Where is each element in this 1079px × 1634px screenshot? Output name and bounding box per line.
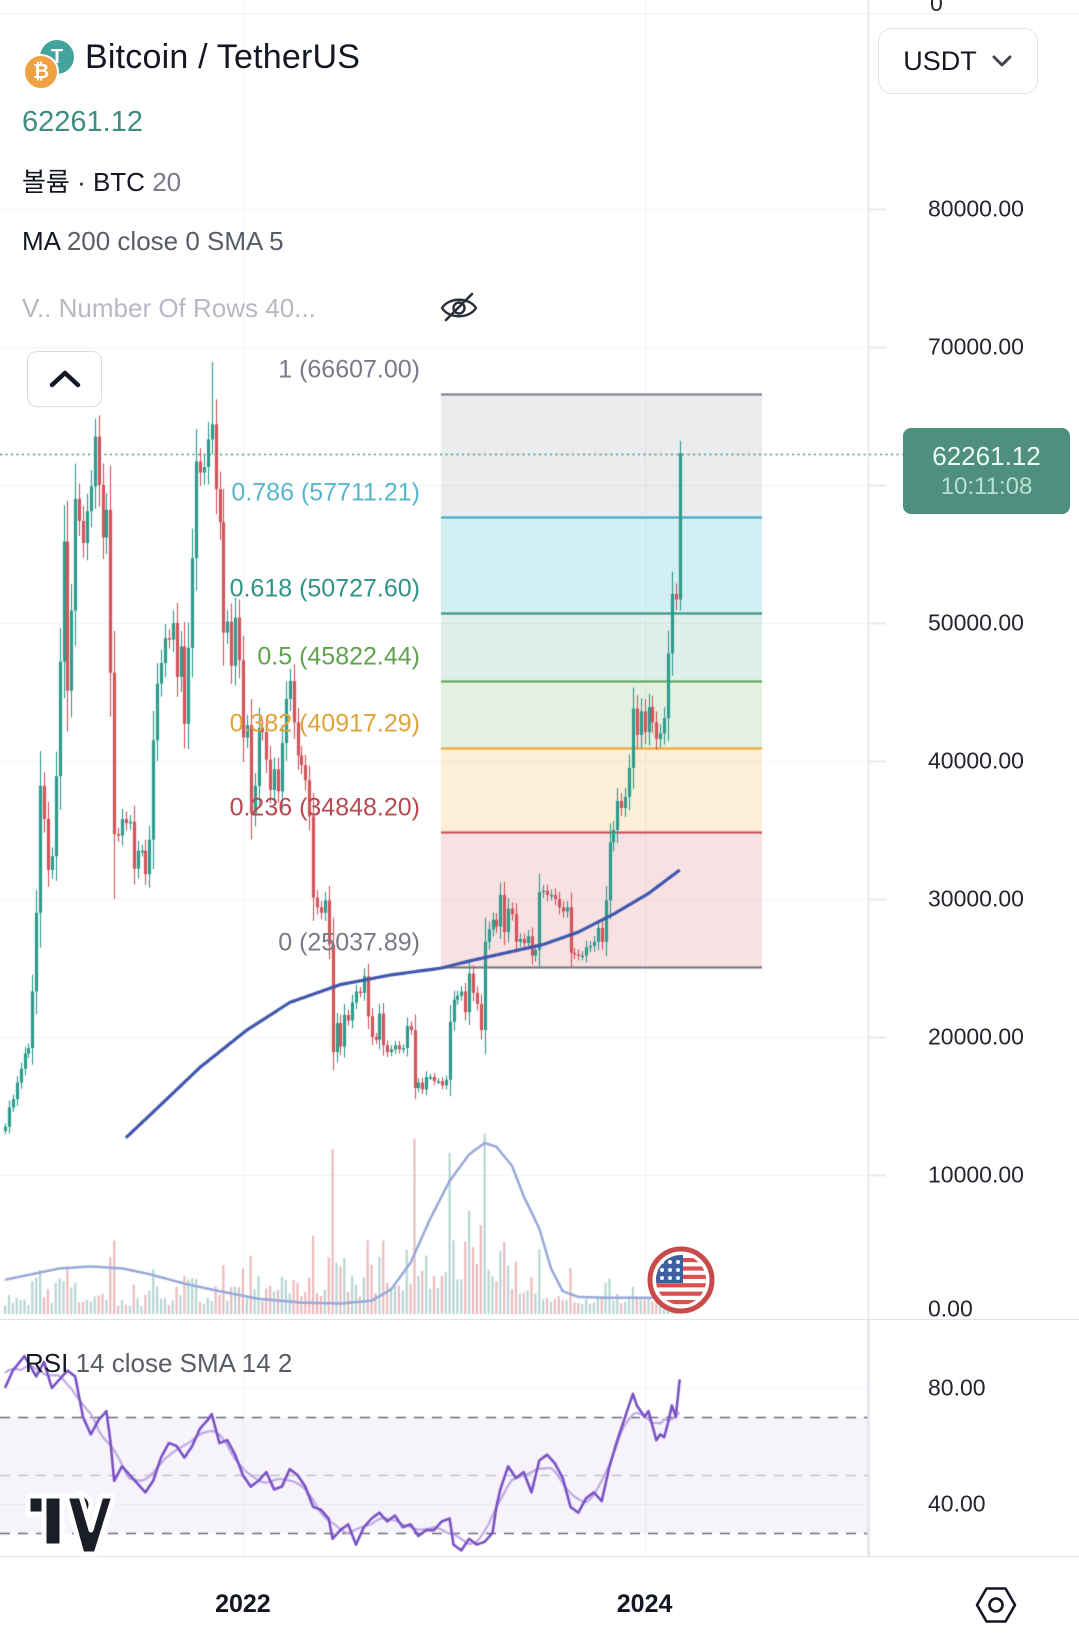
ma-indicator-label: MA bbox=[22, 226, 60, 256]
volume-indicator-label: 볼륨 · BTC bbox=[22, 167, 145, 197]
currency-dropdown[interactable]: USDT bbox=[878, 28, 1038, 94]
settings-hexagon-icon[interactable] bbox=[973, 1584, 1019, 1626]
hidden-indicator-row[interactable]: V.. Number Of Rows 40... bbox=[22, 293, 316, 323]
rsi-chart-pane[interactable] bbox=[0, 1319, 1079, 1556]
chevron-up-icon bbox=[49, 370, 80, 388]
price-axis-label: 20000.00 bbox=[928, 1023, 1024, 1050]
ma-indicator-row[interactable]: MA 200 close 0 SMA 5 bbox=[22, 226, 284, 257]
collapse-indicators-button[interactable] bbox=[27, 351, 102, 407]
bitcoin-logo-icon: ₿ bbox=[23, 54, 59, 90]
symbol-title[interactable]: Bitcoin / TetherUS bbox=[85, 38, 361, 76]
time-axis-label-2024: 2024 bbox=[616, 1590, 673, 1618]
price-axis-label: 30000.00 bbox=[928, 885, 1024, 912]
us-flag-icon bbox=[646, 1245, 716, 1315]
fib-label-0.786: 0.786 (57711.21) bbox=[231, 478, 420, 507]
badge-countdown: 10:11:08 bbox=[940, 473, 1033, 501]
fib-label-0.5: 0.5 (45822.44) bbox=[257, 642, 420, 671]
volume-axis-zero-label: 0.00 bbox=[928, 1295, 973, 1322]
fib-label-0.618: 0.618 (50727.60) bbox=[229, 574, 420, 603]
price-axis-label: 50000.00 bbox=[928, 609, 1024, 636]
currency-dropdown-value: USDT bbox=[903, 45, 977, 76]
fib-label-0.382: 0.382 (40917.29) bbox=[229, 709, 420, 738]
price-axis-label: 70000.00 bbox=[928, 333, 1024, 360]
time-axis-divider bbox=[0, 1556, 1079, 1557]
price-axis-top-partial: 0 bbox=[930, 0, 943, 16]
rsi-indicator-params: 14 close SMA 14 2 bbox=[75, 1348, 293, 1378]
last-price-value: 62261.12 bbox=[22, 106, 143, 138]
chevron-down-icon bbox=[992, 55, 1012, 67]
current-price-badge: 62261.12 10:11:08 bbox=[903, 428, 1070, 514]
pane-divider bbox=[0, 1319, 1079, 1320]
rsi-axis-label: 80.00 bbox=[928, 1374, 986, 1401]
fib-label-0: 0 (25037.89) bbox=[278, 928, 420, 957]
badge-price: 62261.12 bbox=[932, 440, 1041, 471]
ma-indicator-params: 200 close 0 SMA 5 bbox=[66, 226, 284, 256]
eye-off-icon[interactable] bbox=[438, 288, 480, 326]
time-axis-label-2022: 2022 bbox=[215, 1590, 271, 1618]
bitcoin-glyph: ₿ bbox=[32, 60, 50, 83]
price-chart-pane[interactable] bbox=[0, 0, 1079, 1319]
price-axis-label: 10000.00 bbox=[928, 1161, 1024, 1188]
volume-indicator-row[interactable]: 볼륨 · BTC 20 bbox=[22, 162, 181, 199]
tradingview-logo[interactable] bbox=[24, 1486, 117, 1564]
price-axis-label: 40000.00 bbox=[928, 747, 1024, 774]
rsi-indicator-row[interactable]: RSI 14 close SMA 14 2 bbox=[25, 1348, 292, 1379]
top-divider bbox=[0, 13, 1079, 14]
fib-label-0.236: 0.236 (34848.20) bbox=[229, 793, 420, 822]
rsi-axis-label: 40.00 bbox=[928, 1490, 986, 1517]
volume-indicator-value: 20 bbox=[152, 167, 182, 197]
rsi-indicator-label: RSI bbox=[25, 1348, 69, 1378]
fib-label-1: 1 (66607.00) bbox=[278, 355, 420, 384]
price-axis-label: 80000.00 bbox=[928, 195, 1024, 222]
